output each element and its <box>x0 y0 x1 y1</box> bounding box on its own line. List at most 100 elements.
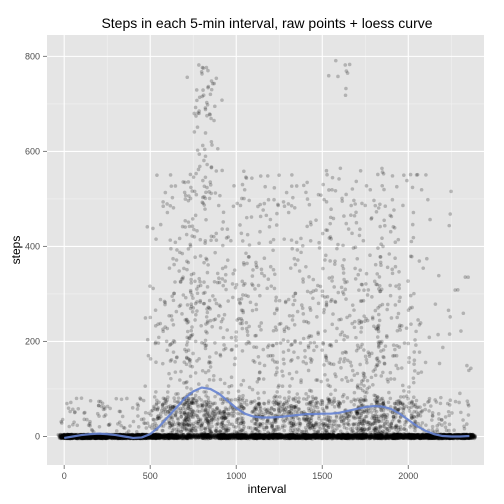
data-point <box>181 275 185 279</box>
data-point <box>153 308 158 312</box>
data-point <box>208 365 213 369</box>
data-point <box>89 434 93 439</box>
data-point <box>72 420 76 424</box>
data-point <box>275 370 279 375</box>
data-point <box>195 291 200 296</box>
data-point <box>80 436 84 440</box>
data-point <box>241 406 246 410</box>
data-point <box>79 436 84 441</box>
data-point <box>92 434 96 439</box>
data-point <box>171 350 176 354</box>
data-point <box>188 172 193 177</box>
data-point <box>171 427 176 431</box>
data-point <box>79 435 84 440</box>
data-point <box>85 436 89 440</box>
data-point <box>191 271 196 276</box>
data-point <box>207 196 212 201</box>
data-point <box>61 433 66 438</box>
data-point <box>63 433 67 438</box>
data-point <box>234 344 239 348</box>
data-point <box>82 435 87 440</box>
data-point <box>218 304 223 309</box>
data-point <box>209 191 213 196</box>
data-point <box>286 202 291 206</box>
data-point <box>79 436 84 441</box>
data-point <box>200 340 204 345</box>
data-point <box>60 435 65 440</box>
data-point <box>232 362 237 367</box>
data-point <box>165 202 169 206</box>
data-point <box>198 283 203 288</box>
data-point <box>202 414 206 418</box>
data-point <box>145 337 150 342</box>
data-point <box>65 432 70 437</box>
data-point <box>258 174 263 178</box>
data-point <box>189 412 194 416</box>
data-point <box>271 237 276 242</box>
data-point <box>220 277 225 281</box>
data-point <box>82 435 86 439</box>
data-point <box>270 343 275 348</box>
data-point <box>141 417 146 421</box>
data-point <box>244 251 248 256</box>
data-point <box>204 190 208 195</box>
data-point <box>229 238 233 243</box>
data-point <box>200 72 204 76</box>
data-point <box>193 105 198 110</box>
data-point <box>170 318 174 322</box>
data-point <box>173 399 177 403</box>
data-point <box>207 426 212 431</box>
data-point <box>251 358 256 363</box>
data-point <box>211 407 215 412</box>
data-point <box>208 318 213 323</box>
data-point <box>81 436 86 441</box>
data-point <box>182 266 186 271</box>
data-point <box>78 436 83 440</box>
data-point <box>148 284 152 288</box>
data-point <box>60 436 65 440</box>
data-point <box>200 421 205 425</box>
data-point <box>172 396 176 400</box>
data-point <box>213 297 217 302</box>
data-point <box>65 401 69 406</box>
data-point <box>194 114 198 118</box>
data-point <box>204 393 208 398</box>
data-point <box>92 434 96 439</box>
data-point <box>84 435 89 439</box>
data-point <box>88 435 92 440</box>
data-point <box>90 434 95 438</box>
data-point <box>89 436 94 440</box>
data-point <box>214 76 219 81</box>
data-point <box>189 185 193 190</box>
data-point <box>163 325 168 329</box>
data-point <box>266 401 271 405</box>
data-point <box>238 223 242 227</box>
data-point <box>88 419 92 424</box>
data-point <box>223 279 227 283</box>
data-point <box>184 355 189 360</box>
data-point <box>171 298 176 303</box>
data-point <box>239 317 243 321</box>
data-point <box>221 243 225 248</box>
data-point <box>82 417 87 422</box>
data-point <box>143 384 148 388</box>
data-point <box>145 225 150 229</box>
data-point <box>90 436 95 441</box>
data-point <box>175 248 179 252</box>
data-point <box>165 398 170 403</box>
data-point <box>274 298 278 303</box>
data-point <box>88 435 92 439</box>
data-point <box>269 406 274 411</box>
data-point <box>64 433 69 437</box>
data-point <box>80 436 85 441</box>
data-point <box>86 436 91 440</box>
data-point <box>266 277 271 282</box>
data-point <box>262 201 267 206</box>
data-point <box>262 401 267 406</box>
data-point <box>136 414 140 418</box>
data-point <box>65 432 70 437</box>
data-point <box>164 405 169 410</box>
data-point <box>259 267 264 272</box>
data-point <box>291 302 295 307</box>
data-point <box>238 301 243 306</box>
